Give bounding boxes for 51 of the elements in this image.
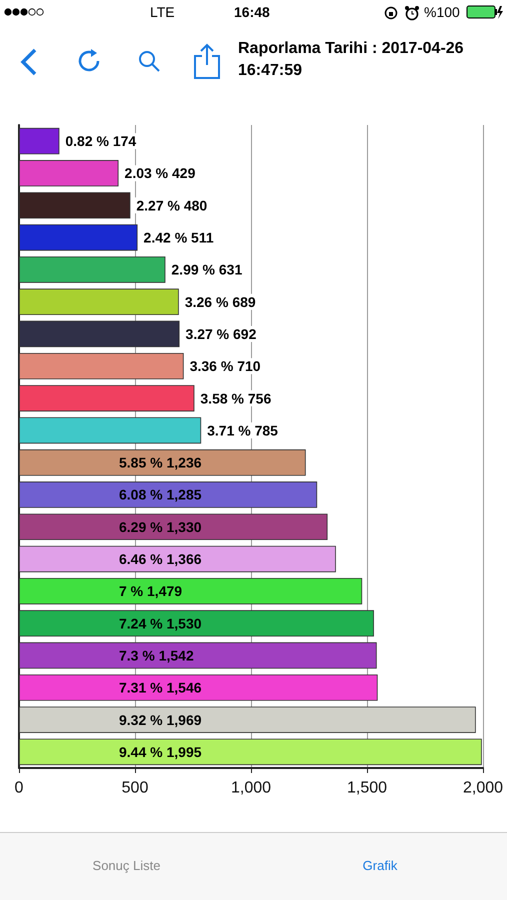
data-label: 7.31 % 1,546: [119, 680, 202, 696]
bar: [19, 642, 377, 669]
bar: [19, 256, 166, 283]
chart-title: Raporlama Tarihi : 2017-04-26 16:47:59: [238, 39, 465, 81]
data-label: 6.29 % 1,330: [119, 518, 202, 535]
bar: [19, 288, 179, 316]
bar: [19, 546, 336, 572]
data-label: 3.71 % 785: [207, 422, 278, 438]
bar: [19, 352, 184, 380]
data-label: 3.36 % 710: [190, 358, 261, 374]
x-tick-label: 1,500: [346, 780, 388, 796]
bar: [19, 449, 306, 476]
text: 16:48: [234, 4, 270, 20]
bar: [19, 224, 138, 251]
bar: [19, 385, 194, 412]
data-label: 7.24 % 1,530: [119, 615, 202, 632]
bar: [19, 706, 476, 733]
x-tick-label: 500: [122, 780, 148, 796]
data-label: 7.3 % 1,542: [119, 647, 194, 664]
data-label: 0.82 % 174: [65, 133, 136, 150]
data-label: 2.27 % 480: [136, 197, 208, 214]
bar: [19, 192, 130, 219]
text: %100: [424, 4, 460, 20]
data-label: 7 % 1,479: [119, 583, 182, 600]
data-label: 6.46 % 1,366: [119, 551, 202, 568]
text: Sonuç Liste: [92, 858, 162, 873]
x-tick-label: 2,000: [462, 780, 504, 796]
bar: [19, 610, 374, 637]
x-tick-label: 1,000: [230, 780, 272, 796]
text: Grafik: [362, 858, 398, 873]
x-tick-label: 0: [14, 780, 24, 796]
text: LTE: [150, 4, 175, 20]
bar: [19, 738, 482, 766]
data-label: 3.26 % 689: [184, 294, 256, 310]
bar: [19, 578, 362, 604]
bar: [19, 674, 378, 701]
data-label: 3.58 % 756: [200, 390, 272, 406]
bar: [19, 417, 202, 444]
bar: [19, 160, 119, 186]
bar: [19, 320, 180, 348]
data-label: 2.03 % 429: [124, 165, 196, 182]
data-label: 3.27 % 692: [186, 326, 257, 342]
data-label: 9.44 % 1,995: [119, 744, 202, 760]
bar: [19, 514, 328, 540]
bar: [19, 482, 318, 508]
data-label: 5.85 % 1,236: [119, 454, 202, 471]
data-label: 2.42 % 511: [144, 230, 214, 246]
bar: [19, 128, 60, 154]
data-label: 2.99 % 631: [171, 262, 242, 278]
data-label: 9.32 % 1,969: [119, 712, 202, 728]
data-label: 6.08 % 1,285: [119, 486, 202, 503]
